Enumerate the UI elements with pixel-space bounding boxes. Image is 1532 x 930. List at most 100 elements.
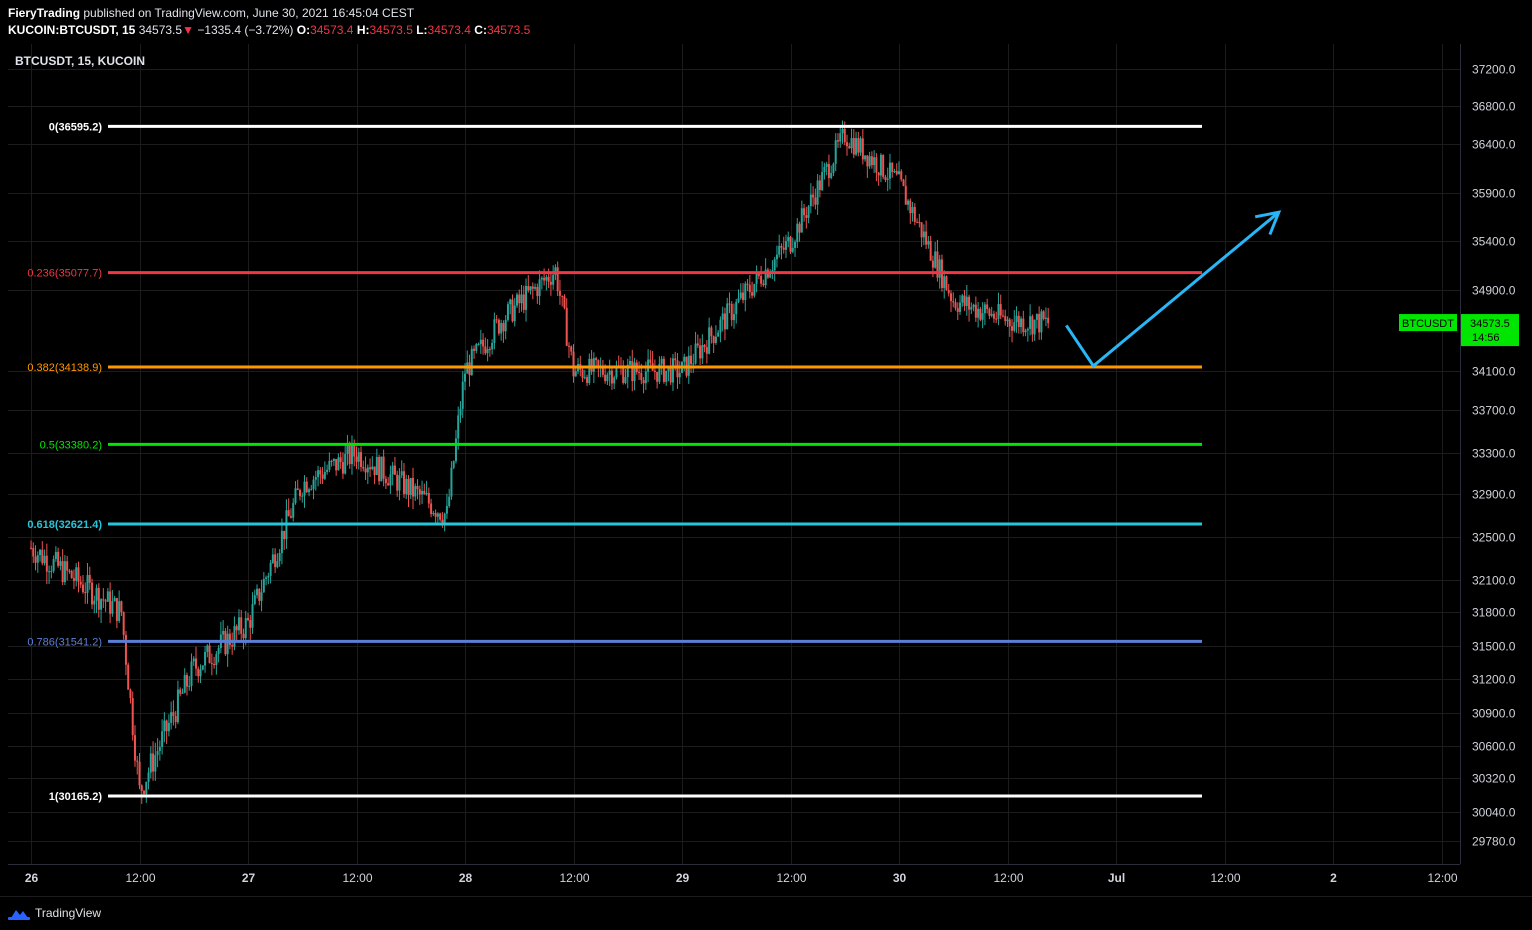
candle-up — [506, 304, 509, 320]
candle-down — [653, 370, 656, 373]
candle-up — [850, 138, 853, 149]
candle-up — [280, 530, 283, 553]
close-value: 34573.5 — [486, 23, 531, 37]
candle-down — [355, 456, 358, 462]
candle-down — [418, 489, 421, 495]
candle-down — [601, 366, 604, 375]
candle-up — [310, 488, 313, 490]
candle-up — [678, 372, 681, 378]
candle-down — [140, 785, 143, 791]
candle-up — [613, 377, 616, 384]
candle-up — [732, 314, 735, 321]
candle-up — [513, 305, 516, 322]
candle-down — [595, 358, 598, 361]
candle-up — [898, 171, 900, 175]
candle-up — [608, 370, 611, 375]
candle-down — [439, 513, 442, 520]
candle-up — [626, 364, 629, 378]
chart-header: FieryTrading published on TradingView.co… — [0, 0, 1532, 44]
candle-up — [888, 162, 891, 179]
candle-up — [183, 675, 186, 693]
candle-up — [421, 490, 424, 495]
candle-up — [181, 692, 184, 694]
time-axis[interactable]: 26 12:00 27 12:00 28 12:00 29 12:00 30 12:00 Jul 12… — [25, 871, 1458, 885]
fib-level-label: 0.236(35077.7) — [27, 268, 102, 280]
candle-up — [448, 496, 451, 506]
candle-up — [1013, 322, 1016, 331]
candle-up — [534, 287, 537, 289]
candle-down — [979, 308, 982, 320]
candle-down — [289, 516, 292, 518]
symbol-name[interactable]: KUCOIN:BTCUSDT, 15 — [8, 23, 136, 37]
candle-up — [588, 358, 591, 384]
price-tick-label: 30600.0 — [1472, 740, 1516, 754]
fib-level-label: 0.618(32621.4) — [27, 519, 102, 531]
candle-down — [41, 549, 44, 564]
candle-down — [416, 486, 419, 490]
tradingview-logo[interactable]: TradingView — [8, 906, 101, 920]
candle-down — [586, 377, 589, 384]
candle-down — [57, 551, 60, 566]
candle-down — [902, 179, 905, 186]
time-tick-label: 30 — [893, 871, 907, 885]
candle-up — [158, 747, 161, 752]
candle-down — [762, 283, 765, 286]
fibonacci-retracement[interactable]: 0(36595.2) 0.236(35077.7) 0.382(34138.9) 0.… — [27, 121, 1202, 803]
candle-down — [900, 171, 903, 180]
author-name[interactable]: FieryTrading — [8, 6, 81, 20]
candle-up — [500, 323, 503, 334]
candle-down — [846, 142, 849, 147]
candle-up — [409, 477, 412, 496]
candle-up — [222, 630, 225, 635]
candle-up — [868, 156, 871, 167]
price-chart[interactable]: 0(36595.2) 0.236(35077.7) 0.382(34138.9) 0.… — [0, 44, 1532, 896]
candle-up — [486, 349, 489, 354]
candle-down — [298, 490, 301, 497]
candle-down — [138, 761, 141, 786]
candle-up — [59, 561, 62, 566]
candle-down — [1047, 317, 1050, 324]
candle-down — [502, 323, 505, 332]
candle-up — [794, 241, 797, 248]
candle-up — [265, 577, 268, 580]
candle-up — [292, 502, 295, 518]
price-tick-label: 30900.0 — [1472, 707, 1516, 721]
candle-down — [339, 457, 342, 463]
projection-drawing[interactable] — [1065, 210, 1282, 369]
candle-down — [482, 339, 485, 347]
candle-up — [504, 319, 507, 332]
candle-down — [945, 276, 948, 290]
candle-down — [909, 200, 912, 214]
candle-down — [231, 645, 234, 647]
candle-up — [778, 245, 781, 255]
candle-up — [525, 285, 528, 310]
candle-up — [606, 374, 609, 382]
candle-up — [753, 283, 756, 296]
candle-down — [547, 276, 550, 282]
candle-up — [1026, 328, 1029, 331]
candle-up — [170, 712, 173, 723]
price-tick-label: 34100.0 — [1472, 365, 1516, 379]
candle-up — [694, 343, 697, 364]
candle-down — [66, 561, 69, 571]
candle-down — [283, 530, 286, 540]
candle-down — [319, 470, 322, 475]
fib-level-label: 0.786(31541.2) — [27, 636, 102, 648]
candle-down — [341, 462, 344, 474]
time-tick-label: 12:00 — [993, 871, 1023, 885]
candle-down — [124, 635, 127, 665]
candle-down — [495, 319, 498, 321]
candle-down — [995, 318, 998, 320]
candle-down — [387, 483, 390, 486]
candle-up — [540, 277, 543, 280]
candle-down — [240, 617, 243, 634]
candle-down — [79, 581, 82, 585]
candle-up — [52, 559, 55, 571]
price-axis[interactable]: 37200.0 36800.0 36400.0 35900.0 35400.0 34900… — [1472, 63, 1516, 849]
candle-up — [1006, 319, 1009, 322]
projection-path[interactable] — [1065, 211, 1280, 369]
candle-down — [866, 155, 869, 167]
candle-down — [423, 490, 426, 495]
candle-up — [796, 223, 799, 242]
candle-down — [172, 712, 175, 716]
